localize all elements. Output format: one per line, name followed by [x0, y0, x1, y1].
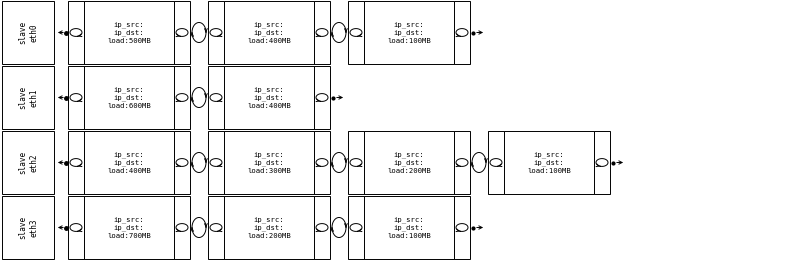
Bar: [84, 1, 174, 64]
Bar: [504, 131, 594, 194]
Text: ip_src:
ip_dst:
load:200MB: ip_src: ip_dst: load:200MB: [387, 151, 431, 174]
Text: ip_src:
ip_dst:
load:400MB: ip_src: ip_dst: load:400MB: [247, 21, 291, 44]
Bar: [208, 196, 224, 259]
Bar: [174, 1, 190, 64]
Text: ip_src:
ip_dst:
load:100MB: ip_src: ip_dst: load:100MB: [387, 21, 431, 44]
Text: ip_src:
ip_dst:
load:100MB: ip_src: ip_dst: load:100MB: [527, 151, 571, 174]
Bar: [348, 196, 364, 259]
Text: ip_src:
ip_dst:
load:300MB: ip_src: ip_dst: load:300MB: [247, 151, 291, 174]
Bar: [364, 196, 454, 259]
Bar: [454, 1, 470, 64]
Bar: [208, 1, 224, 64]
Bar: [364, 1, 454, 64]
Bar: [68, 131, 84, 194]
Bar: [224, 1, 314, 64]
Bar: [68, 1, 84, 64]
Bar: [314, 131, 330, 194]
Bar: [348, 131, 364, 194]
Text: ip_src:
ip_dst:
load:100MB: ip_src: ip_dst: load:100MB: [387, 216, 431, 239]
Text: ip_src:
ip_dst:
load:200MB: ip_src: ip_dst: load:200MB: [247, 216, 291, 239]
Bar: [2, 1, 54, 64]
Bar: [594, 131, 610, 194]
Bar: [224, 66, 314, 129]
Bar: [84, 66, 174, 129]
Bar: [2, 196, 54, 259]
Bar: [2, 66, 54, 129]
Bar: [488, 131, 504, 194]
Text: ip_src:
ip_dst:
load:600MB: ip_src: ip_dst: load:600MB: [107, 86, 151, 109]
Bar: [84, 131, 174, 194]
Bar: [348, 1, 364, 64]
Text: slave
eth1: slave eth1: [18, 86, 38, 109]
Bar: [174, 196, 190, 259]
Bar: [174, 66, 190, 129]
Bar: [68, 196, 84, 259]
Text: slave
eth0: slave eth0: [18, 21, 38, 44]
Bar: [454, 131, 470, 194]
Bar: [208, 131, 224, 194]
Bar: [174, 131, 190, 194]
Text: ip_src:
ip_dst:
load:700MB: ip_src: ip_dst: load:700MB: [107, 216, 151, 239]
Text: ip_src:
ip_dst:
load:400MB: ip_src: ip_dst: load:400MB: [247, 86, 291, 109]
Bar: [224, 131, 314, 194]
Text: ip_src:
ip_dst:
load:400MB: ip_src: ip_dst: load:400MB: [107, 151, 151, 174]
Bar: [84, 196, 174, 259]
Bar: [314, 66, 330, 129]
Bar: [68, 66, 84, 129]
Bar: [2, 131, 54, 194]
Text: ip_src:
ip_dst:
load:500MB: ip_src: ip_dst: load:500MB: [107, 21, 151, 44]
Bar: [314, 1, 330, 64]
Bar: [224, 196, 314, 259]
Bar: [208, 66, 224, 129]
Bar: [314, 196, 330, 259]
Bar: [454, 196, 470, 259]
Bar: [364, 131, 454, 194]
Text: slave
eth2: slave eth2: [18, 151, 38, 174]
Text: slave
eth3: slave eth3: [18, 216, 38, 239]
